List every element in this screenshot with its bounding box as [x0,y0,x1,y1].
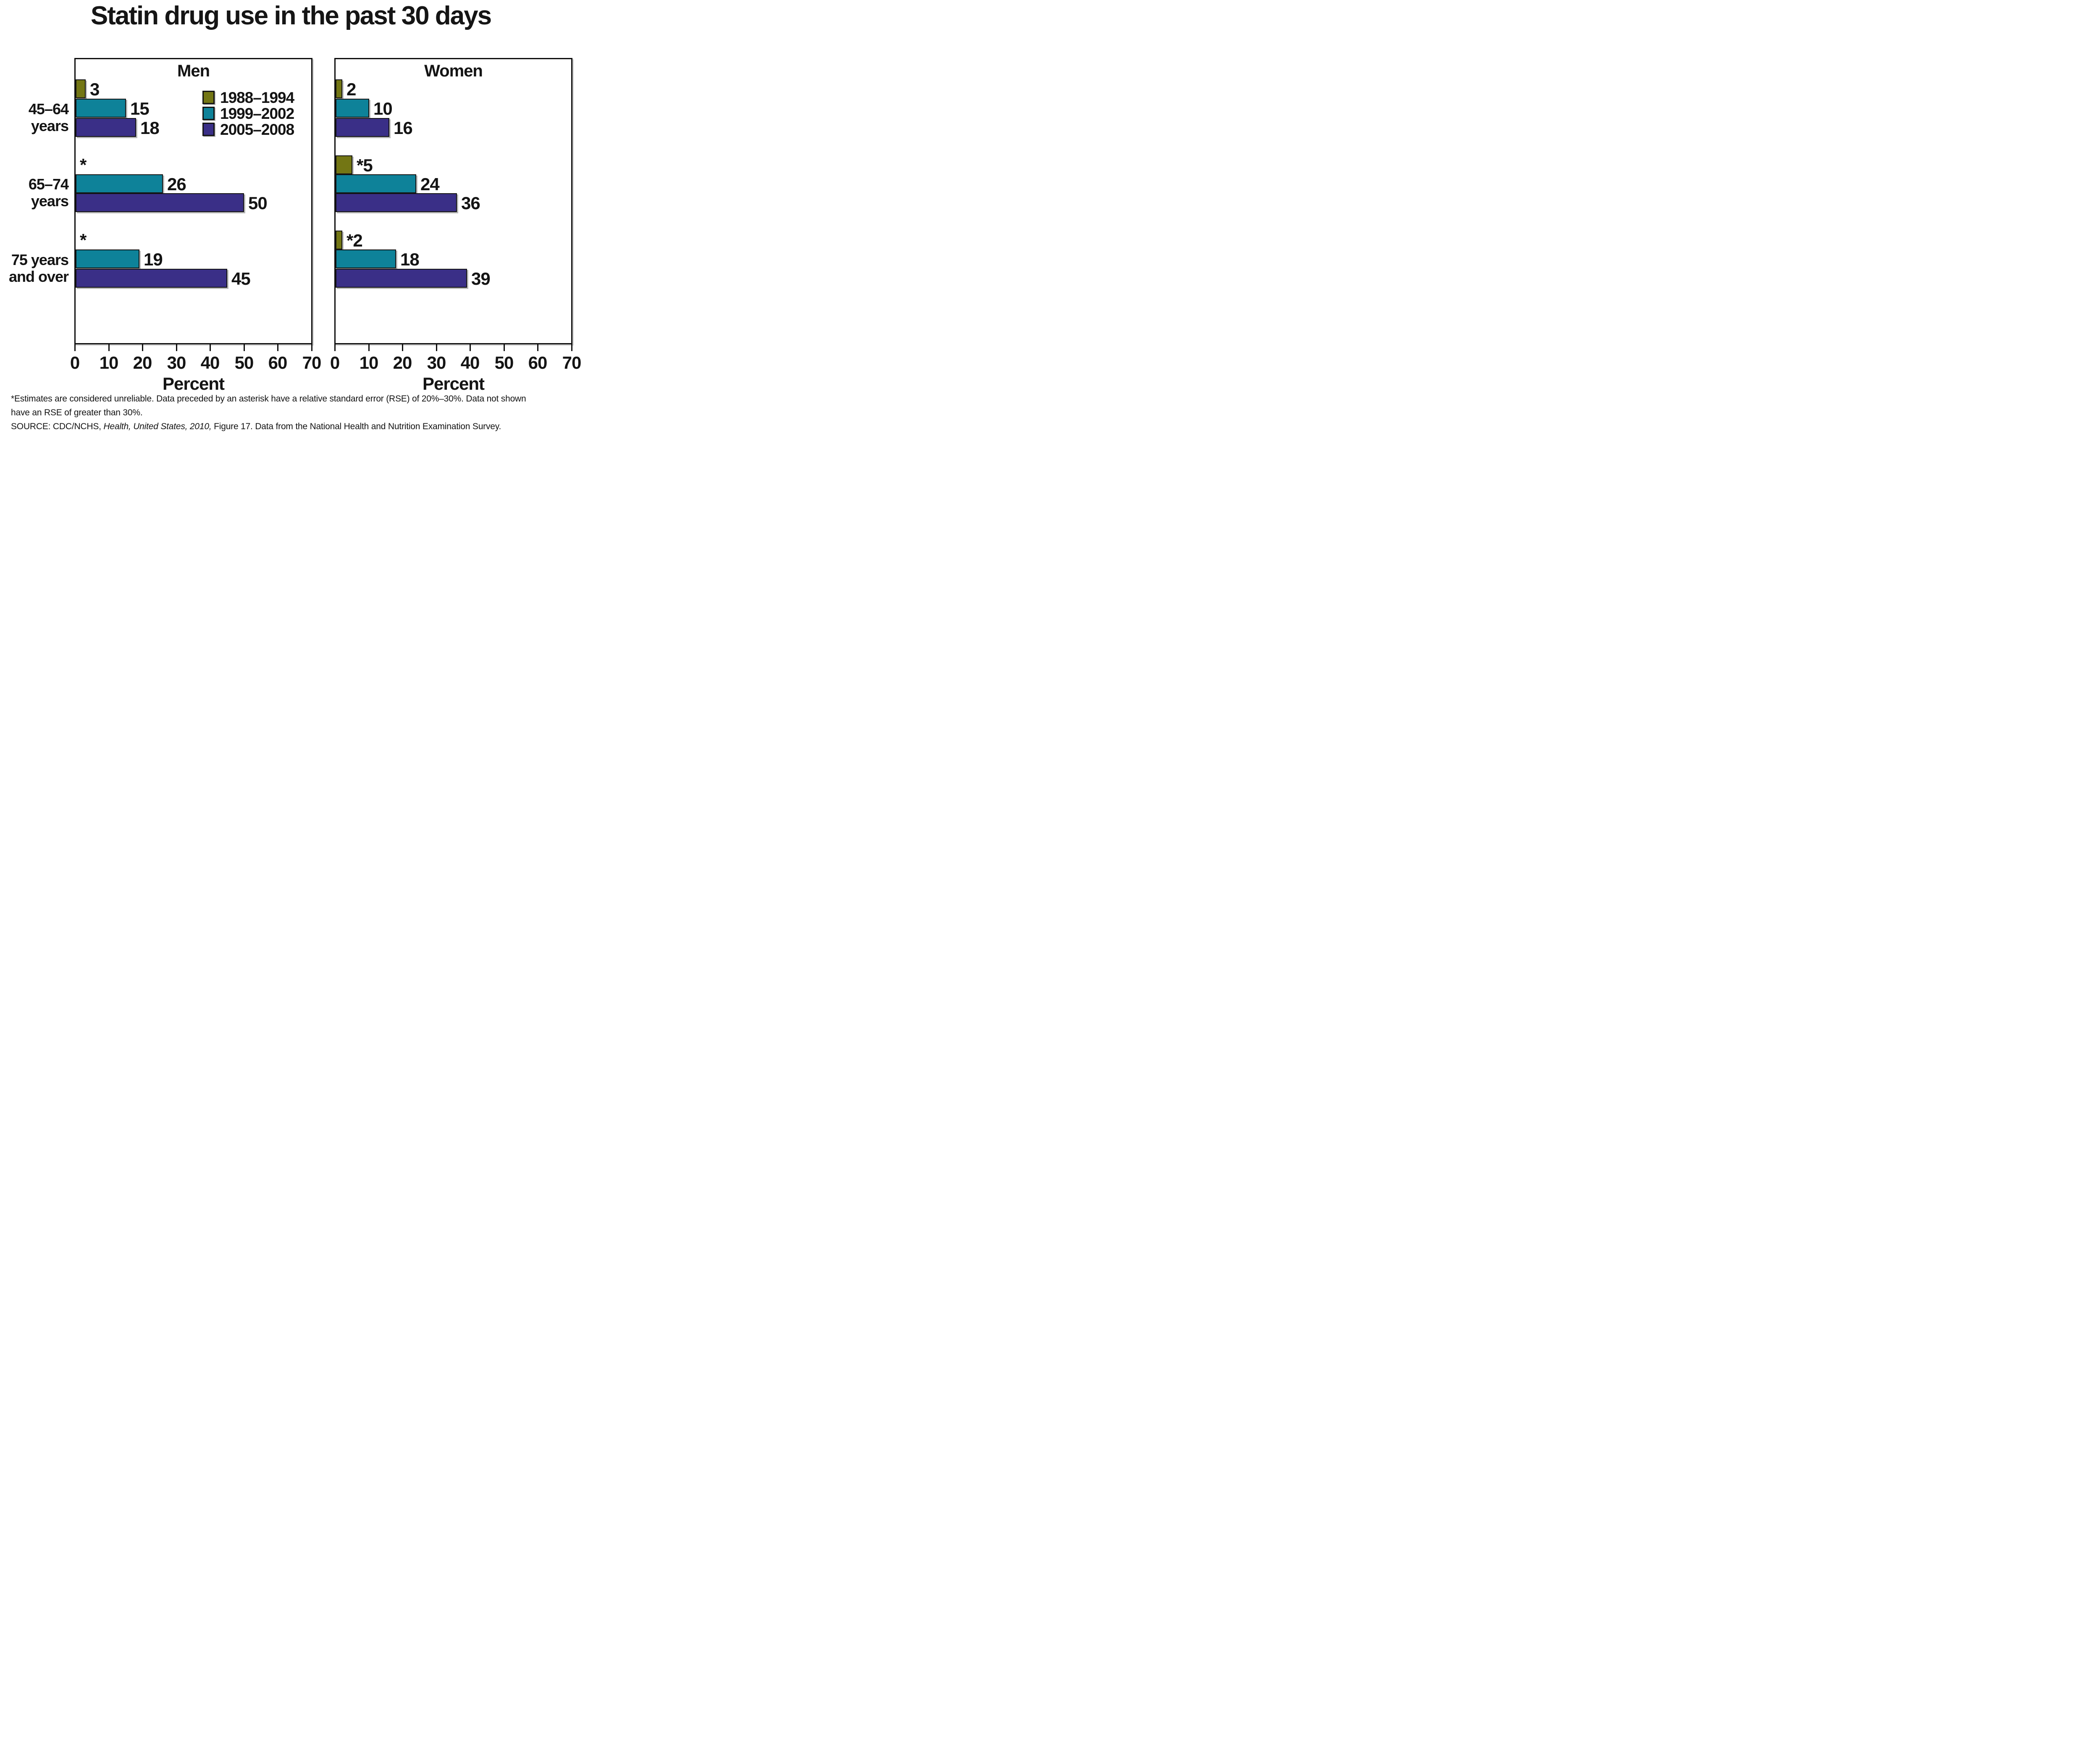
category-label: 45–64 years [0,100,69,135]
x-axis-tick-label: 50 [494,353,514,373]
panel-title-men: Men [177,62,210,80]
legend-label: 1988–1994 [220,89,294,106]
x-axis-tick [277,344,278,351]
source-italic: Health, United States, 2010, [103,422,212,431]
x-axis-tick-label: 60 [268,353,288,373]
x-axis-tick-label: 40 [460,353,480,373]
x-axis-tick [368,344,370,351]
x-axis-tick-label: 30 [167,353,186,373]
footnote-line-1: *Estimates are considered unreliable. Da… [11,394,526,404]
bar-1999–2002-group1 [76,99,126,118]
bar-value-label: 18 [140,118,160,138]
bar-1999–2002-group3 [336,249,396,268]
bar-value-label: 39 [471,268,491,289]
x-axis-tick [244,344,245,351]
bar-value-label: 10 [373,98,393,118]
x-axis-tick-label: 50 [234,353,254,373]
x-axis-tick-label: 60 [528,353,548,373]
bar-1988–1994-group1 [336,79,342,98]
bar-value-label: 45 [231,268,251,289]
x-axis-tick [504,344,505,351]
x-axis-tick [108,344,110,351]
legend-item: 1999–2002 [202,105,294,121]
x-axis-tick-label: 70 [302,353,322,373]
source-prefix: SOURCE: CDC/NCHS, [11,422,104,431]
x-axis-tick-label: 30 [427,353,446,373]
bar-2005–2008-group1 [76,118,136,137]
x-axis-tick [470,344,471,351]
legend-item: 2005–2008 [202,121,294,137]
chart-title: Statin drug use in the past 30 days [90,1,492,30]
source-line: SOURCE: CDC/NCHS, Health, United States,… [11,422,576,432]
bar-2005–2008-group3 [336,269,467,288]
legend-label: 1999–2002 [220,105,294,122]
x-axis-tick-label: 0 [70,353,80,373]
x-axis-tick [176,344,177,351]
bar-1988–1994-group2 [336,155,352,174]
x-axis-tick-label: 20 [133,353,152,373]
panel-men: Men 1988–1994 1999–2002 2005–2008 3 * * 15 2… [74,58,312,344]
x-axis-tick [334,344,336,351]
category-label-line: 75 years [11,251,69,268]
bar-missing-asterisk: * [80,230,87,250]
bar-1988–1994-group1 [76,79,86,98]
source-suffix: Figure 17. Data from the National Health… [211,422,501,431]
bar-2005–2008-group1 [336,118,389,137]
category-label-line: years [31,117,69,135]
bar-value-label: *2 [346,230,363,250]
x-axis-tick-label: 20 [393,353,412,373]
bar-value-label: 24 [420,174,440,194]
bar-1999–2002-group3 [76,249,139,268]
x-axis-tick [74,344,76,351]
x-axis-tick-label: 10 [99,353,119,373]
bar-value-label: 18 [400,249,420,269]
bar-missing-asterisk: * [80,155,87,175]
bar-1988–1994-group3 [336,231,342,249]
bar-value-label: 19 [144,249,163,269]
x-axis-tick [436,344,437,351]
category-label-line: and over [8,268,69,286]
x-axis-tick [402,344,403,351]
category-label: 75 years and over [0,251,69,286]
x-axis-tick-label: 10 [359,353,379,373]
bar-value-label: 3 [90,79,100,99]
panel-women: Women 2 *5 *2 10 24 18 16 36 39 [334,58,572,344]
x-axis-label-women: Percent [422,374,485,394]
bar-2005–2008-group2 [76,193,244,212]
legend-swatch-1999-2002 [202,107,215,120]
bar-1999–2002-group2 [76,174,163,193]
x-axis-tick [571,344,572,351]
category-label: 65–74 years [0,176,69,210]
x-axis-tick [311,344,312,351]
bar-value-label: 36 [461,193,480,213]
bar-value-label: 50 [248,193,268,213]
panel-title-women: Women [424,62,483,80]
footnote-line-2: have an RSE of greater than 30%. [11,408,143,417]
x-axis-tick [210,344,211,351]
bar-1999–2002-group2 [336,174,416,193]
x-axis-tick [537,344,538,351]
legend-swatch-1988-1994 [202,91,215,104]
legend-item: 1988–1994 [202,89,294,105]
x-axis-tick-label: 0 [330,353,340,373]
bar-value-label: 26 [167,174,186,194]
bar-2005–2008-group2 [336,193,457,212]
x-axis-tick [142,344,143,351]
category-label-line: years [31,192,69,210]
bar-1999–2002-group1 [336,99,369,118]
legend-label: 2005–2008 [220,121,294,138]
category-label-line: 45–64 [28,100,69,118]
category-label-line: 65–74 [28,176,69,193]
legend-swatch-2005-2008 [202,123,215,136]
x-axis-tick-label: 70 [562,353,582,373]
x-axis-label-men: Percent [162,374,225,394]
legend: 1988–1994 1999–2002 2005–2008 [202,89,294,137]
bar-value-label: 16 [394,118,413,138]
bar-value-label: 15 [130,98,150,118]
bar-2005–2008-group3 [76,269,227,288]
chart-figure: Statin drug use in the past 30 days 45–6… [0,0,582,439]
bar-value-label: *5 [357,155,373,175]
x-axis-tick-label: 40 [200,353,220,373]
bar-value-label: 2 [346,79,356,99]
